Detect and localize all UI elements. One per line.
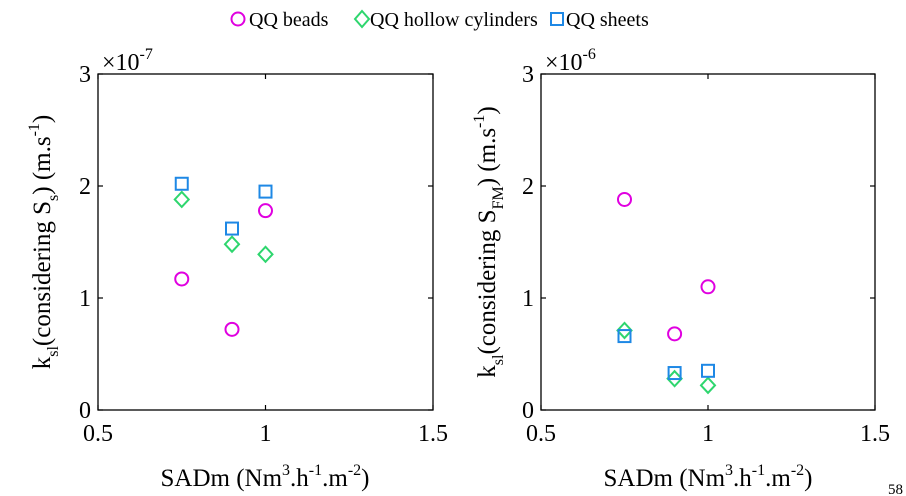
- point-diamond: [223, 235, 241, 254]
- y-tick-label: 3: [522, 62, 534, 88]
- x-tick-label: 0.5: [83, 421, 113, 447]
- point-square: [701, 363, 715, 378]
- legend: QQ beads QQ hollow cylinders QQ sheets: [230, 9, 649, 31]
- legend-marker-square: [550, 12, 564, 26]
- y-tick-label: 1: [522, 286, 534, 312]
- chart-right: 0.5 1 1.5 0 1 2 3 ×10-6 SADm (Nm3.h-1.m-2) ks…: [471, 46, 890, 492]
- y-axis-ticks: 0 1 2 3: [79, 62, 433, 424]
- point-diamond: [616, 321, 633, 340]
- data-marks: [616, 191, 717, 395]
- y-exponent: ×10-6: [545, 46, 596, 76]
- plot-frame: [540, 73, 876, 411]
- point-diamond: [699, 376, 717, 395]
- legend-marker-circle: [230, 11, 246, 27]
- legend-item-hollow-cylinders: QQ hollow cylinders: [353, 9, 538, 31]
- legend-label: QQ sheets: [566, 9, 649, 31]
- y-tick-label: 0: [522, 398, 534, 424]
- point-circle: [617, 191, 632, 207]
- data-marks: [173, 176, 274, 337]
- point-square: [225, 221, 239, 236]
- x-axis-ticks: 0.5 1 1.5: [83, 74, 448, 447]
- y-tick-label: 2: [79, 174, 91, 200]
- x-tick-label: 0.5: [526, 421, 556, 447]
- x-tick-label: 1.5: [418, 421, 448, 447]
- y-axis-label: ksl(considering SFM) (m.s-1): [471, 106, 507, 377]
- point-circle: [667, 326, 683, 342]
- point-circle: [700, 279, 716, 295]
- y-tick-label: 0: [79, 398, 91, 424]
- legend-label: QQ beads: [249, 9, 329, 31]
- legend-item-sheets: QQ sheets: [550, 9, 649, 31]
- x-tick-label: 1: [260, 421, 272, 447]
- legend-label: QQ hollow cylinders: [370, 9, 538, 31]
- point-diamond: [257, 245, 274, 264]
- legend-marker-diamond: [353, 9, 371, 29]
- point-square: [174, 176, 189, 191]
- point-square: [258, 184, 273, 199]
- plot-frame: [97, 73, 434, 411]
- point-circle: [224, 321, 240, 337]
- x-tick-label: 1: [702, 421, 714, 447]
- point-diamond: [173, 190, 191, 209]
- point-circle: [258, 203, 273, 219]
- point-circle: [174, 271, 190, 287]
- x-axis-label: SADm (Nm3.h-1.m-2): [604, 462, 813, 492]
- x-tick-label: 1.5: [860, 421, 890, 447]
- legend-item-beads: QQ beads: [230, 9, 329, 31]
- corner-text: 58: [888, 482, 903, 496]
- x-axis-ticks: 0.5 1 1.5: [526, 74, 890, 447]
- y-axis-label: ksl(considering Ss) (m.s-1): [26, 115, 62, 370]
- point-square: [617, 329, 632, 344]
- y-exponent: ×10-7: [102, 46, 153, 76]
- y-tick-label: 3: [79, 62, 91, 88]
- y-tick-label: 1: [79, 286, 91, 312]
- chart-left: 0.5 1 1.5 0 1 2 3 ×10-7 SADm (Nm3.h-1.m-2) ks…: [26, 46, 448, 492]
- point-square: [667, 366, 682, 381]
- point-diamond: [666, 369, 683, 388]
- y-tick-label: 2: [522, 174, 534, 200]
- x-axis-label: SADm (Nm3.h-1.m-2): [161, 462, 370, 492]
- y-axis-ticks: 0 1 2 3: [522, 62, 875, 424]
